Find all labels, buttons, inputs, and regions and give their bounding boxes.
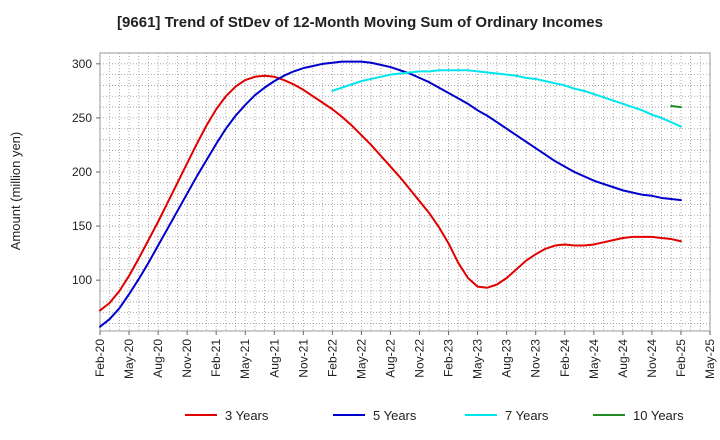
axes-layer: 100 150 200 250 300 Feb-20 May-20 Aug-20 Nov-20 F… (72, 52, 717, 379)
x-tick-label: Aug-21 (267, 339, 281, 378)
x-tick-label: Nov-21 (296, 339, 310, 378)
x-tick-label: Feb-23 (442, 339, 456, 377)
x-tick-label: May-25 (703, 339, 717, 379)
x-tick-label: Feb-24 (558, 339, 572, 377)
chart-title: [9661] Trend of StDev of 12-Month Moving… (117, 14, 603, 31)
y-tick-label: 100 (72, 273, 92, 287)
x-tick-label: Feb-21 (209, 339, 223, 377)
series-line-3-years (99, 74, 682, 312)
y-tick-label: 300 (72, 57, 92, 71)
legend-label-3-years: 3 Years (225, 408, 269, 423)
x-tick-label: Feb-20 (93, 339, 107, 377)
series-line-5-years (99, 60, 682, 328)
grid-layer (99, 52, 711, 331)
legend-label-5-years: 5 Years (373, 408, 417, 423)
legend: 3 Years 5 Years 7 Years 10 Years (185, 408, 684, 423)
y-tick-label: 150 (72, 219, 92, 233)
x-tick-label: Nov-20 (180, 339, 194, 378)
x-tick-label: May-22 (354, 339, 368, 379)
series-layer (99, 60, 682, 328)
x-tick-label: Nov-24 (645, 339, 659, 378)
x-tick-label: Feb-22 (325, 339, 339, 377)
x-tick-label: May-23 (471, 339, 485, 379)
series-line-10-years (670, 105, 682, 109)
x-tick-label: Aug-20 (151, 339, 165, 378)
series-line-7-years (331, 69, 682, 128)
x-tick-label: May-21 (238, 339, 252, 379)
plot-frame (99, 52, 711, 332)
x-tick-label: May-24 (587, 339, 601, 379)
x-tick-label: Feb-25 (674, 339, 688, 377)
x-tick-label: Aug-23 (500, 339, 514, 378)
x-tick-label: Aug-24 (616, 339, 630, 378)
x-tick-label: Nov-22 (413, 339, 427, 378)
y-tick-label: 200 (72, 165, 92, 179)
x-tick-label: Nov-23 (529, 339, 543, 378)
legend-label-7-years: 7 Years (505, 408, 549, 423)
legend-label-10-years: 10 Years (633, 408, 684, 423)
x-tick-label: May-20 (122, 339, 136, 379)
y-tick-label: 250 (72, 111, 92, 125)
y-axis-title: Amount (million yen) (8, 132, 23, 251)
x-tick-label: Aug-22 (383, 339, 397, 378)
